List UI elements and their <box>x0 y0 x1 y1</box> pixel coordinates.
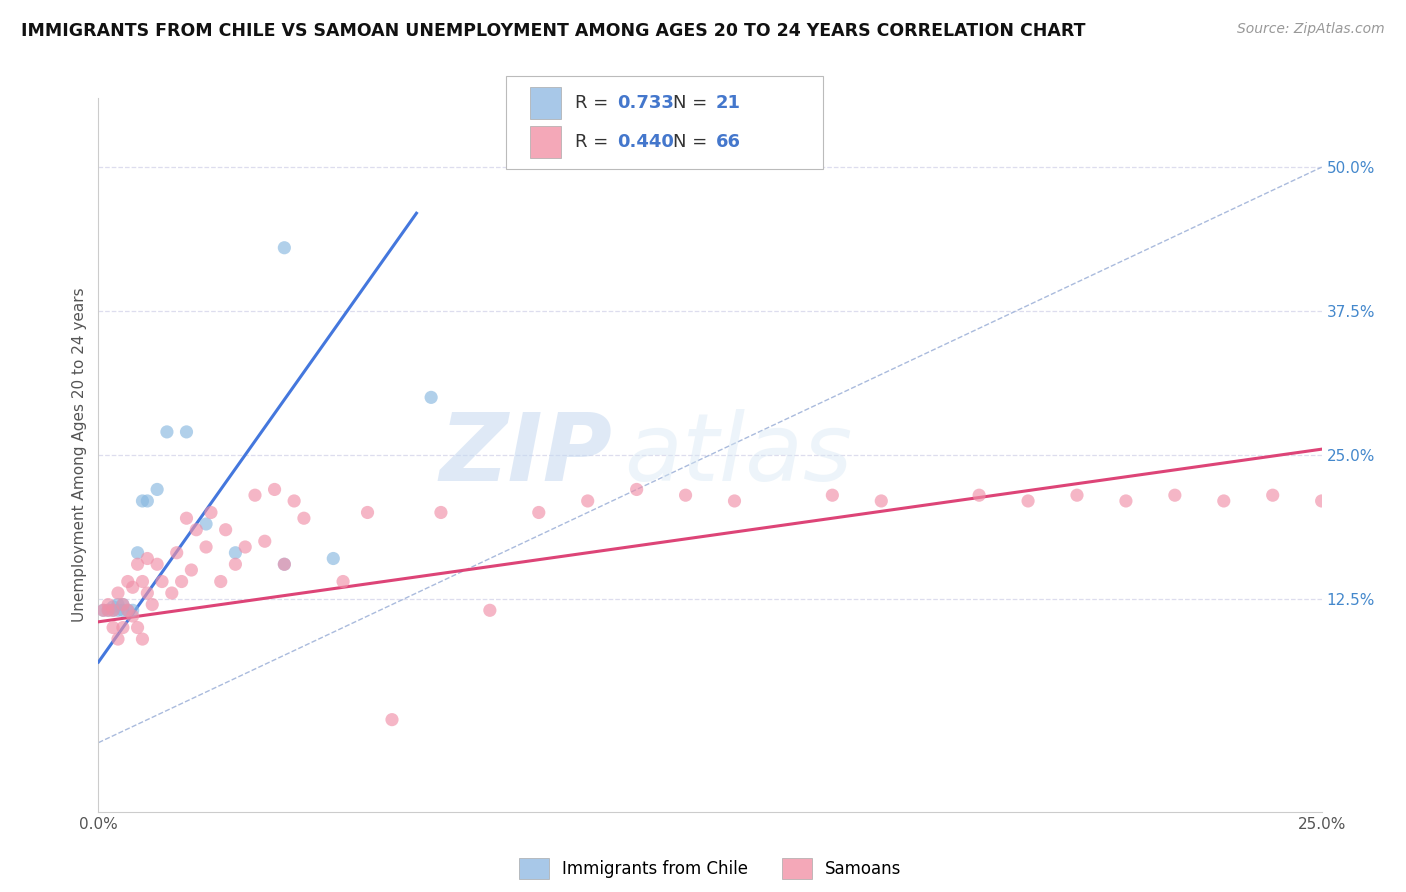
Point <box>332 574 354 589</box>
Point <box>233 540 256 554</box>
Point <box>273 558 295 572</box>
Y-axis label: Unemployment Among Ages 20 to 24 years: Unemployment Among Ages 20 to 24 years <box>72 287 87 623</box>
Point <box>136 586 159 600</box>
Point <box>131 574 153 589</box>
Point <box>224 558 246 572</box>
Point <box>107 598 129 612</box>
Legend: Immigrants from Chile, Samoans: Immigrants from Chile, Samoans <box>512 852 908 886</box>
Point <box>1310 494 1333 508</box>
Point <box>127 558 149 572</box>
Point <box>111 621 134 635</box>
Point <box>243 488 266 502</box>
Text: N =: N = <box>673 95 713 112</box>
Point <box>121 580 143 594</box>
Point <box>322 551 344 566</box>
Point <box>107 603 129 617</box>
Point <box>111 598 134 612</box>
Point <box>117 603 139 617</box>
Text: 0.440: 0.440 <box>617 133 673 151</box>
Point <box>292 511 315 525</box>
Point <box>821 488 844 502</box>
Point <box>224 546 246 560</box>
Point <box>723 494 745 508</box>
Point <box>141 598 163 612</box>
Text: 66: 66 <box>716 133 741 151</box>
Point <box>180 563 202 577</box>
Point <box>356 506 378 520</box>
Point <box>107 632 129 646</box>
Point <box>273 558 295 572</box>
Text: ZIP: ZIP <box>439 409 612 501</box>
Point <box>97 603 120 617</box>
Point <box>195 540 218 554</box>
Point <box>121 603 143 617</box>
Point <box>111 598 134 612</box>
Point <box>101 603 124 617</box>
Point <box>263 483 285 497</box>
Point <box>160 586 183 600</box>
Point <box>97 598 120 612</box>
Point <box>101 621 124 635</box>
Text: 0.733: 0.733 <box>617 95 673 112</box>
Point <box>1360 488 1382 502</box>
Point <box>150 574 173 589</box>
Point <box>127 546 149 560</box>
Point <box>1066 488 1088 502</box>
Point <box>131 632 153 646</box>
Point <box>200 506 222 520</box>
Point <box>146 483 169 497</box>
Point <box>91 603 114 617</box>
Text: IMMIGRANTS FROM CHILE VS SAMOAN UNEMPLOYMENT AMONG AGES 20 TO 24 YEARS CORRELATI: IMMIGRANTS FROM CHILE VS SAMOAN UNEMPLOY… <box>21 22 1085 40</box>
Point <box>420 390 443 404</box>
Point <box>253 534 276 549</box>
Point <box>136 551 159 566</box>
Text: R =: R = <box>575 95 614 112</box>
Point <box>176 511 198 525</box>
Point <box>186 523 208 537</box>
Point <box>870 494 893 508</box>
Point <box>1115 494 1137 508</box>
Point <box>101 599 124 614</box>
Point <box>1164 488 1187 502</box>
Point <box>117 603 139 617</box>
Point <box>1017 494 1039 508</box>
Point <box>478 603 501 617</box>
Text: 21: 21 <box>716 95 741 112</box>
Point <box>121 609 143 624</box>
Point <box>107 586 129 600</box>
Point <box>111 603 134 617</box>
Text: R =: R = <box>575 133 614 151</box>
Point <box>430 506 453 520</box>
Point <box>136 494 159 508</box>
Point <box>146 558 169 572</box>
Point <box>170 574 193 589</box>
Point <box>91 603 114 617</box>
Point <box>209 574 232 589</box>
Text: atlas: atlas <box>624 409 852 500</box>
Point <box>131 494 153 508</box>
Point <box>195 516 218 531</box>
Point <box>527 506 550 520</box>
Point <box>626 483 648 497</box>
Text: N =: N = <box>673 133 713 151</box>
Point <box>176 425 198 439</box>
Point <box>576 494 599 508</box>
Point <box>156 425 179 439</box>
Point <box>127 621 149 635</box>
Point <box>117 574 139 589</box>
Text: Source: ZipAtlas.com: Source: ZipAtlas.com <box>1237 22 1385 37</box>
Point <box>97 603 120 617</box>
Point <box>101 603 124 617</box>
Point <box>273 241 295 255</box>
Point <box>283 494 305 508</box>
Point <box>381 713 404 727</box>
Point <box>214 523 236 537</box>
Point <box>166 546 188 560</box>
Point <box>1212 494 1234 508</box>
Point <box>1261 488 1284 502</box>
Point <box>675 488 697 502</box>
Point <box>967 488 990 502</box>
